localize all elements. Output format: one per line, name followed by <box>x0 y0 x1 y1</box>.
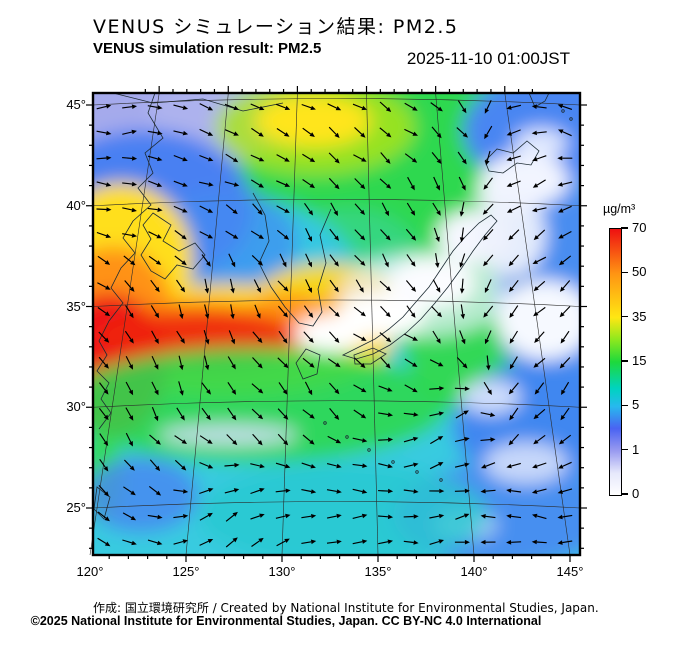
pm25-concentration-field <box>93 93 580 555</box>
colorbar-tick <box>621 271 628 274</box>
lat-tick-label: 45° <box>66 97 86 112</box>
lat-tick-label: 35° <box>66 298 86 314</box>
coastline <box>252 192 332 327</box>
lon-tick-label: 120° <box>76 564 104 579</box>
coastline <box>353 347 387 365</box>
colorbar-tick <box>621 404 628 407</box>
page-title-english: VENUS simulation result: PM2.5 <box>93 40 322 57</box>
colorbar-tick-label: 35 <box>632 308 647 324</box>
lon-tick-label: 130° <box>268 564 296 579</box>
lat-tick-label: 30° <box>66 399 86 415</box>
colorbar-tick <box>621 360 628 362</box>
map-panel <box>86 86 587 562</box>
colorbar-tick-label: 15 <box>632 353 647 368</box>
credit-line: 作成: 国立環境研究所 / Created by National Instit… <box>93 601 599 615</box>
lat-tick-label: 40° <box>66 197 86 213</box>
coastline <box>140 212 206 280</box>
colorbar-tick-label: 5 <box>632 397 640 413</box>
colorbar-tick <box>621 448 628 451</box>
coastline-layer <box>93 93 573 520</box>
colorbar-tick-label: 0 <box>632 486 640 501</box>
colorbar-unit-label: µg/m³ <box>603 202 636 216</box>
coastline <box>341 214 498 360</box>
wind-arrow-shafts <box>96 99 573 548</box>
colorbar-tick-label: 1 <box>632 441 640 457</box>
lat-tick-label: 25° <box>66 500 86 515</box>
map-border <box>91 91 582 557</box>
coastline <box>528 93 550 108</box>
lon-tick-label: 125° <box>172 564 200 579</box>
colorbar-tick <box>621 227 628 229</box>
colorbar-tick <box>621 493 628 495</box>
colorbar-tick <box>621 315 628 318</box>
wind-arrows-layer <box>96 99 573 548</box>
colorbar-gradient <box>609 228 622 496</box>
colorbar-tick-label: 50 <box>632 264 647 280</box>
concentration-blobs <box>93 93 580 555</box>
map-overlay <box>86 86 587 562</box>
graticule-layer <box>89 92 581 556</box>
colorbar-tick-label: 70 <box>632 220 647 235</box>
lon-tick-label: 135° <box>364 564 392 579</box>
coastline <box>96 93 164 430</box>
coastline <box>112 93 284 112</box>
lon-tick-label: 145° <box>556 564 584 579</box>
license-line: ©2025 National Institute for Environment… <box>30 614 542 628</box>
timestamp: 2025-11-10 01:00JST <box>406 49 570 68</box>
lon-tick-label: 140° <box>460 564 488 579</box>
wind-arrow-heads <box>103 104 566 547</box>
page-title-japanese: VENUS シミュレーション結果: PM2.5 <box>93 16 459 38</box>
coastline <box>295 348 321 380</box>
